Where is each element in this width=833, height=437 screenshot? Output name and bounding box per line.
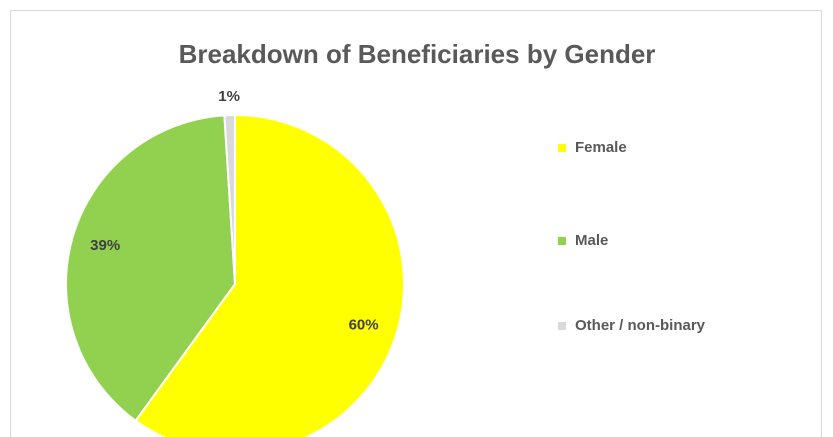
pie-slice	[64, 114, 237, 423]
data-label: 60%	[349, 317, 379, 334]
legend-swatch	[558, 144, 566, 152]
pie-slice	[223, 113, 236, 285]
legend-label: Male	[575, 232, 609, 249]
data-label: 1%	[218, 88, 240, 105]
legend-swatch	[558, 237, 566, 245]
legend-label: Female	[575, 139, 627, 156]
legend-swatch	[558, 322, 566, 330]
legend-label: Other / non-binary	[575, 317, 706, 334]
data-label: 39%	[90, 237, 120, 254]
chart-title: Breakdown of Beneficiaries by Gender	[179, 39, 656, 69]
pie-slice	[134, 113, 405, 437]
